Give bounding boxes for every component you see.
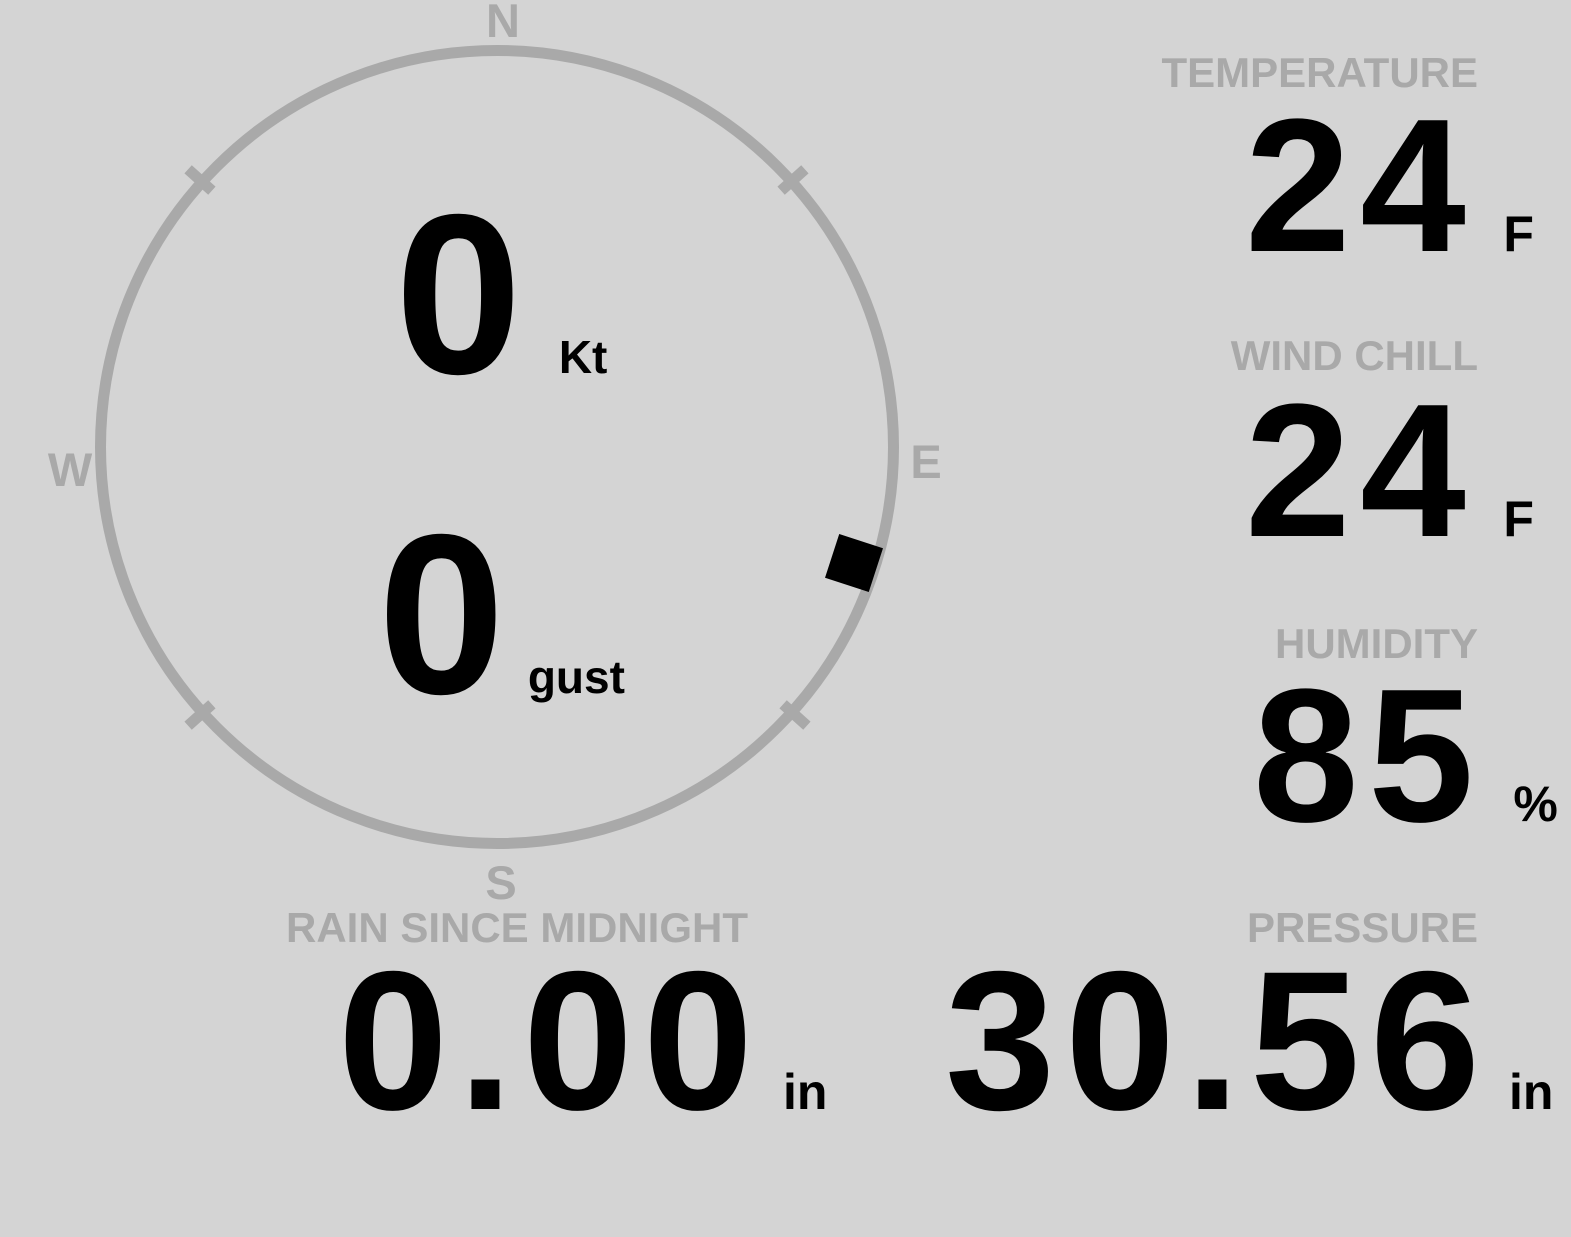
cardinal-east-label: E	[910, 435, 942, 488]
pressure-value: 30.56	[945, 930, 1490, 1151]
compass-ring	[95, 45, 899, 849]
temperature-readout: 24 F	[1245, 91, 1534, 281]
rain-since-midnight-readout: 0.00 in	[338, 942, 827, 1140]
rain-value: 0.00	[338, 930, 763, 1151]
pressure-label: PRESSURE	[1246, 904, 1478, 951]
wind-gust-readout: 0 gust	[378, 501, 625, 729]
pressure-unit: in	[1508, 1064, 1554, 1120]
humidity-label: HUMIDITY	[1275, 620, 1478, 667]
rain-unit: in	[782, 1064, 828, 1120]
wind-chill-value: 24	[1245, 365, 1476, 577]
temperature-value: 24	[1245, 80, 1476, 292]
temperature-unit: F	[1503, 206, 1534, 262]
humidity-readout: 85 %	[1253, 661, 1558, 851]
temperature-label: TEMPERATURE	[1161, 49, 1478, 96]
humidity-value: 85	[1253, 650, 1484, 862]
cardinal-north-label: N	[486, 0, 520, 47]
wind-chill-label: WIND CHILL	[1230, 332, 1478, 379]
wind-gust-value: 0	[378, 488, 505, 742]
wind-speed-readout: 0 Kt	[395, 181, 607, 409]
pressure-readout: 30.56 in	[945, 942, 1553, 1140]
humidity-unit: %	[1513, 776, 1558, 832]
wind-speed-unit: Kt	[558, 331, 608, 383]
wind-chill-unit: F	[1503, 491, 1534, 547]
rain-since-midnight-label: RAIN SINCE MIDNIGHT	[286, 904, 748, 951]
wind-speed-value: 0	[395, 168, 522, 422]
cardinal-west-label: W	[47, 443, 93, 496]
cardinal-south-label: S	[485, 856, 517, 909]
wind-chill-readout: 24 F	[1245, 376, 1534, 566]
wind-gust-unit: gust	[527, 651, 625, 703]
